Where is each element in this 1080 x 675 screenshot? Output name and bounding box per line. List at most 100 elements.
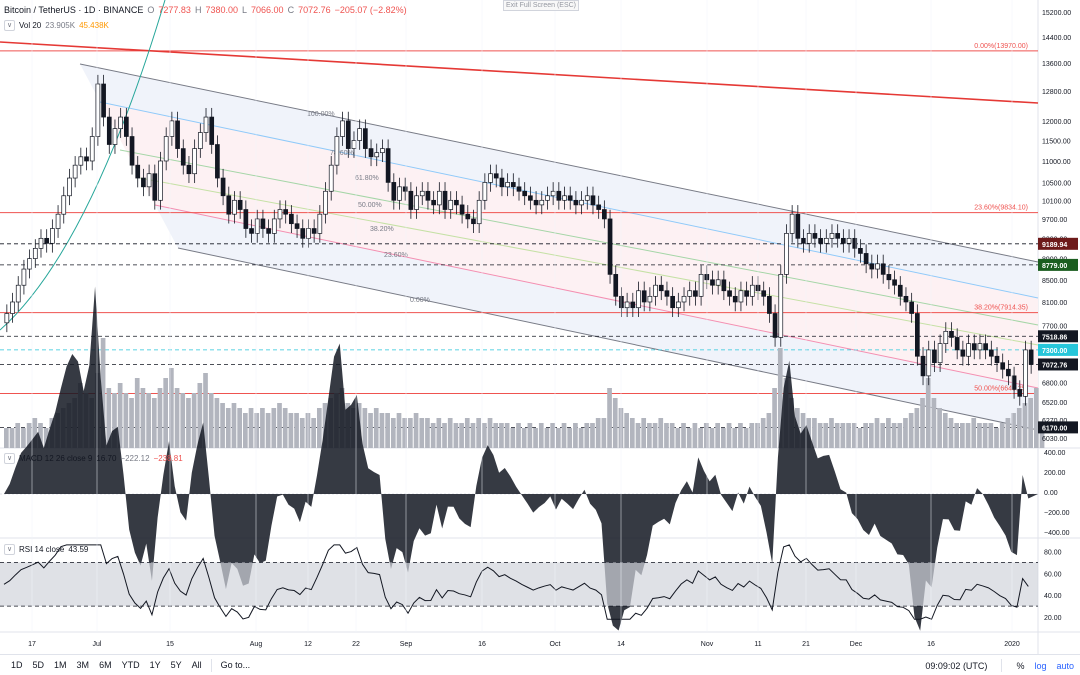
volume-ma-value: 45.438K: [79, 21, 109, 30]
price-axis-tick: 13600.00: [1042, 61, 1071, 68]
volume-bar: [863, 423, 868, 448]
symbol-name[interactable]: Bitcoin / TetherUS · 1D · BINANCE: [4, 5, 144, 15]
goto-button[interactable]: Go to...: [220, 660, 251, 670]
volume-bar: [908, 413, 914, 448]
volume-bar: [112, 393, 117, 448]
candle-body: [636, 290, 641, 309]
volume-bar: [925, 378, 931, 448]
candle-body: [499, 177, 505, 188]
candle-body: [135, 164, 141, 179]
volume-bar: [248, 408, 254, 448]
volume-bar: [954, 423, 960, 448]
candle-body: [220, 177, 226, 197]
volume-bar: [960, 423, 965, 448]
price-axis-tick: 8500.00: [1042, 278, 1067, 285]
volume-bar: [1005, 418, 1011, 448]
range-5y[interactable]: 5Y: [170, 660, 182, 670]
rsi-axis-tick: 80.00: [1044, 549, 1062, 556]
volume-bar: [829, 418, 834, 448]
volume-bar: [812, 418, 817, 448]
candle-body: [841, 237, 846, 244]
channel-level-label: 38.20%: [370, 226, 394, 233]
candle-body: [368, 148, 374, 158]
candle-body: [106, 116, 112, 145]
candle-body: [232, 199, 237, 215]
price-label-box: [1038, 421, 1078, 434]
candle-body: [971, 343, 977, 351]
range-1m[interactable]: 1M: [54, 660, 67, 670]
candle-body: [436, 190, 442, 206]
volume-bar: [493, 423, 499, 448]
bottom-toolbar: 1D 5D 1M 3M 6M YTD 1Y 5Y All Go to... 09:09:02 (…: [0, 654, 1080, 675]
time-axis-tick: 21: [802, 641, 810, 648]
candle-body: [385, 148, 391, 183]
volume-bar: [260, 408, 265, 448]
candle-body: [44, 237, 50, 244]
range-5d[interactable]: 5D: [32, 660, 45, 670]
volume-bar: [755, 423, 760, 448]
candle-body: [562, 195, 567, 201]
volume-label: Vol 20: [19, 21, 42, 30]
volume-bar: [21, 428, 26, 448]
range-6m[interactable]: 6M: [99, 660, 112, 670]
volume-bar: [612, 398, 618, 448]
volume-bar: [197, 383, 203, 448]
candle-body: [15, 284, 21, 303]
candle-body: [10, 301, 15, 314]
candle-body: [653, 284, 658, 297]
percent-toggle[interactable]: %: [1016, 660, 1025, 671]
candle-body: [277, 209, 283, 220]
volume-bar: [681, 423, 686, 448]
price-label-box: [1038, 358, 1078, 371]
candle-body: [789, 213, 795, 234]
collapse-chevron-icon[interactable]: ∨: [4, 20, 15, 31]
volume-bar: [214, 398, 220, 448]
volume-bar: [561, 423, 567, 448]
toolbar-divider: [1001, 659, 1003, 672]
range-3m[interactable]: 3M: [76, 660, 90, 670]
macd-axis-tick: −400.00: [1044, 530, 1070, 537]
price-axis-tick: 10500.00: [1042, 180, 1071, 187]
volume-bar: [686, 428, 692, 448]
volume-bar: [157, 388, 163, 448]
candle-body: [129, 136, 135, 166]
macd-value-1: 16.70: [96, 454, 117, 463]
exit-fullscreen-button[interactable]: Exit Full Screen (ESC): [503, 0, 579, 11]
candle-body: [607, 218, 613, 275]
price-axis-tick: 7700.00: [1042, 323, 1067, 330]
volume-bar: [675, 428, 681, 448]
log-toggle[interactable]: log: [1034, 660, 1047, 671]
volume-bar: [664, 423, 669, 448]
symbol-legend: Bitcoin / TetherUS · 1D · BINANCE O 7277.…: [4, 5, 407, 15]
range-1d[interactable]: 1D: [11, 660, 23, 670]
candle-body: [772, 313, 778, 338]
candle-body: [932, 349, 937, 364]
volume-bar: [499, 423, 504, 448]
auto-toggle[interactable]: auto: [1056, 660, 1074, 671]
candle-body: [880, 263, 886, 275]
rsi-line: [3, 544, 1029, 620]
volume-bar: [948, 418, 954, 448]
candle-body: [647, 295, 653, 303]
volume-bar: [891, 423, 897, 448]
candle-body: [966, 343, 971, 357]
collapse-chevron-icon[interactable]: ∨: [4, 544, 15, 555]
volume-bar: [203, 373, 208, 448]
collapse-chevron-icon[interactable]: ∨: [4, 453, 15, 464]
utc-clock[interactable]: 09:09:02 (UTC): [925, 660, 988, 671]
volume-bar: [703, 423, 709, 448]
range-1y[interactable]: 1Y: [149, 660, 161, 670]
price-axis-tick: 15200.00: [1042, 10, 1071, 17]
candle-body: [721, 279, 727, 292]
low-label: L: [242, 5, 248, 15]
range-all[interactable]: All: [191, 660, 202, 670]
candle-body: [237, 199, 243, 210]
range-ytd[interactable]: YTD: [121, 660, 140, 670]
volume-bar: [584, 423, 590, 448]
volume-bar: [174, 388, 180, 448]
channel-level-label: 61.80%: [355, 175, 379, 182]
candle-body: [408, 190, 414, 210]
time-axis-tick: 11: [754, 641, 761, 648]
macd-axis-tick: 400.00: [1044, 450, 1066, 457]
